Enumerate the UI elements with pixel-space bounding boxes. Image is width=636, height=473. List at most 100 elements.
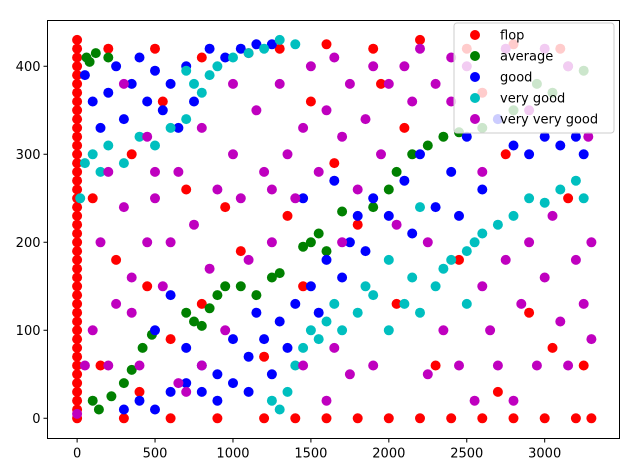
data-point: [313, 307, 324, 318]
y-axis-ticks: 0 100 200 300 400: [16, 60, 48, 427]
points-layer: [72, 34, 597, 424]
data-point: [79, 158, 90, 169]
data-point: [508, 140, 519, 151]
data-point: [368, 202, 379, 213]
data-point: [407, 272, 418, 283]
data-point: [165, 413, 176, 424]
data-point: [150, 404, 160, 415]
data-point: [266, 369, 277, 380]
data-point: [243, 386, 254, 397]
data-point: [118, 404, 129, 415]
data-point: [352, 413, 363, 424]
data-point: [539, 413, 550, 424]
data-point: [72, 202, 83, 213]
data-point: [72, 386, 83, 397]
data-point: [446, 254, 457, 265]
data-point: [570, 131, 581, 142]
data-point: [212, 61, 223, 72]
data-point: [150, 65, 160, 76]
data-point: [72, 96, 83, 107]
data-point: [228, 52, 238, 63]
data-point: [266, 395, 277, 406]
data-point: [492, 386, 503, 397]
data-point: [251, 290, 262, 301]
data-point: [274, 43, 285, 54]
data-point: [72, 43, 83, 54]
data-point: [137, 342, 148, 353]
data-point: [555, 140, 566, 151]
data-point: [181, 114, 192, 125]
data-point: [259, 43, 270, 54]
data-point: [524, 149, 535, 160]
y-tick-label: 400: [16, 60, 41, 75]
data-point: [173, 378, 184, 389]
data-point: [181, 184, 192, 195]
data-point: [454, 360, 464, 371]
data-point: [150, 140, 160, 151]
data-point: [165, 78, 176, 89]
data-point: [344, 78, 355, 89]
data-point: [134, 395, 145, 406]
data-point: [539, 197, 550, 208]
data-point: [134, 360, 145, 371]
data-point: [305, 281, 316, 292]
data-point: [150, 166, 160, 177]
data-point: [298, 360, 309, 371]
data-point: [72, 61, 83, 72]
legend-label: flop: [500, 29, 524, 44]
data-point: [95, 237, 106, 248]
data-point: [570, 175, 581, 186]
data-point: [95, 122, 106, 133]
data-point: [228, 378, 238, 389]
data-point: [181, 307, 192, 318]
data-point: [118, 78, 129, 89]
series-good: [79, 39, 589, 415]
data-point: [313, 334, 324, 345]
data-point: [329, 52, 340, 63]
legend-marker: [470, 51, 480, 61]
series-flop: [72, 34, 597, 424]
data-point: [337, 131, 348, 142]
axes-frame: [47, 20, 620, 439]
data-point: [383, 210, 394, 221]
data-point: [469, 395, 480, 406]
data-point: [142, 237, 153, 248]
data-point: [118, 378, 129, 389]
legend-marker: [470, 93, 480, 103]
data-point: [391, 219, 402, 230]
data-point: [72, 149, 83, 160]
data-point: [508, 395, 519, 406]
data-point: [391, 166, 402, 177]
data-point: [72, 290, 83, 301]
data-point: [344, 369, 355, 380]
data-point: [212, 395, 223, 406]
data-point: [72, 316, 83, 327]
data-point: [79, 360, 90, 371]
data-point: [142, 131, 153, 142]
data-point: [220, 281, 231, 292]
data-point: [578, 360, 589, 371]
data-point: [352, 210, 363, 221]
data-point: [422, 140, 433, 151]
data-point: [415, 413, 425, 424]
data-point: [438, 131, 449, 142]
data-point: [298, 241, 309, 252]
data-point: [103, 43, 114, 54]
data-point: [150, 325, 160, 336]
data-point: [87, 193, 98, 204]
data-point: [157, 281, 168, 292]
data-point: [360, 281, 371, 292]
data-point: [212, 290, 223, 301]
data-point: [72, 52, 83, 63]
data-point: [321, 246, 332, 257]
data-point: [259, 334, 270, 345]
legend-label: average: [500, 50, 553, 65]
x-tick-label: 0: [73, 447, 81, 462]
x-axis-ticks: 0 500 1000 1500 2000 2500 3000: [73, 438, 561, 462]
data-point: [72, 105, 83, 116]
data-point: [103, 360, 114, 371]
data-point: [383, 413, 394, 424]
data-point: [259, 351, 270, 362]
data-point: [165, 386, 176, 397]
data-point: [181, 342, 192, 353]
